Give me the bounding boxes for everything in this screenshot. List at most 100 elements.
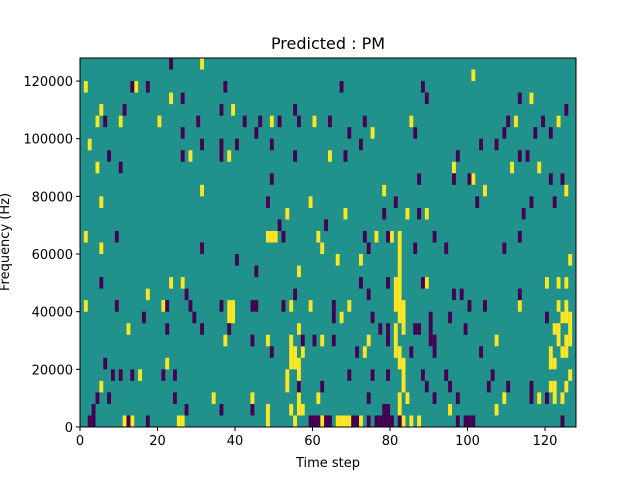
heatmap-cell-low [99, 277, 104, 289]
y-tick-label: 120000 [23, 75, 73, 90]
heatmap-cell-low [545, 311, 549, 324]
heatmap-cell-low [370, 311, 375, 324]
heatmap-cell-low [142, 311, 146, 324]
heatmap-cell-low [328, 115, 332, 128]
heatmap-cell-high [269, 230, 274, 243]
heatmap-cell-high [548, 380, 553, 393]
heatmap-cell-high [556, 115, 561, 128]
heatmap-cell-high [316, 392, 321, 404]
heatmap-cell-low [421, 369, 425, 381]
heatmap-cell-low [413, 242, 418, 255]
heatmap-cell-low [521, 207, 526, 220]
heatmap-cell-low [114, 230, 119, 243]
heatmap-cell-high [359, 415, 363, 427]
heatmap-cell-high [87, 138, 92, 151]
x-tick-label: 120 [533, 434, 558, 449]
heatmap-cell-low [424, 380, 429, 393]
heatmap-cell-low [397, 415, 402, 427]
heatmap-cell-low [242, 115, 247, 128]
heatmap-cell-high [560, 311, 565, 324]
heatmap-cell-high [548, 346, 553, 370]
heatmap-cell-low [184, 288, 189, 301]
heatmap-cell-low [502, 127, 507, 139]
heatmap-cell-low [331, 300, 336, 312]
heatmap-cell-low [428, 311, 433, 324]
heatmap-cell-high [405, 392, 410, 404]
x-tick-label: 0 [76, 434, 84, 449]
heatmap-cell-low [517, 288, 522, 301]
heatmap-cell-high [556, 323, 561, 347]
heatmap-cell-high [409, 415, 414, 427]
heatmap-cell-high [393, 323, 398, 358]
heatmap-cell-high [297, 380, 301, 416]
x-tick-label: 20 [149, 434, 166, 449]
heatmap-cell-low [432, 334, 437, 358]
y-tick-label: 0 [65, 421, 73, 436]
heatmap-cell-low [331, 311, 336, 324]
heatmap-cell-low [118, 369, 123, 381]
heatmap-cell-low [269, 138, 274, 151]
heatmap-cell-low [475, 196, 480, 208]
heatmap-cell-low [366, 242, 371, 255]
heatmap-cell-low [130, 369, 135, 381]
heatmap-cell-low [122, 104, 127, 116]
y-tick-label: 60000 [32, 248, 73, 263]
heatmap-cell-low [545, 392, 549, 404]
heatmap-cell-high [564, 300, 569, 324]
heatmap-cell-low [517, 150, 522, 162]
heatmap-cell-low [370, 369, 375, 381]
heatmap-cell-low [459, 288, 464, 301]
heatmap-cell-low [347, 127, 352, 139]
heatmap-cell-low [130, 81, 135, 93]
heatmap-cell-high [95, 115, 100, 128]
heatmap-cell-low [467, 300, 472, 312]
heatmap-cell-high [231, 104, 236, 116]
heatmap-cell-low [529, 392, 534, 404]
heatmap-cell-high [390, 230, 394, 243]
heatmap-cell-high [285, 207, 290, 220]
heatmap-cell-low [560, 415, 565, 427]
heatmap-cell-high [417, 415, 422, 427]
heatmap-cell-low [560, 173, 565, 185]
heatmap-cell-high [397, 288, 402, 324]
heatmap-cell-low [254, 300, 259, 312]
heatmap-background [80, 58, 576, 427]
heatmap-cell-low [188, 300, 193, 312]
heatmap-cell-high [401, 300, 406, 335]
heatmap-cell-high [188, 150, 193, 162]
heatmap-cell-low [281, 230, 286, 243]
heatmap-cell-low [386, 334, 391, 347]
heatmap-cell-high [424, 277, 429, 289]
heatmap-cell-high [99, 380, 104, 393]
heatmap-cell-low [219, 138, 224, 151]
chart-title: Predicted : PM [271, 34, 385, 53]
heatmap-cell-high [300, 346, 305, 358]
heatmap-cell-low [300, 334, 305, 347]
heatmap-cell-high [545, 277, 549, 289]
heatmap-cell-high [335, 254, 340, 266]
heatmap-cell-high [328, 150, 332, 162]
heatmap-cell-high [568, 254, 573, 266]
heatmap-cell-high [564, 184, 569, 197]
heatmap-cell-high [370, 127, 375, 139]
heatmap-cell-low [254, 265, 259, 278]
heatmap-cell-low [312, 334, 317, 347]
heatmap-cell-high [401, 415, 406, 427]
heatmap-cell-high [537, 161, 542, 174]
heatmap-cell-high [289, 334, 294, 370]
heatmap-cell-high [95, 161, 100, 174]
heatmap-cell-low [107, 150, 112, 162]
heatmap-cell-high [273, 230, 278, 243]
heatmap-cell-high [169, 277, 174, 289]
heatmap-cell-low [517, 92, 522, 105]
heatmap-cell-low [386, 403, 391, 427]
heatmap-cell-low [467, 415, 472, 427]
heatmap-cell-high [99, 242, 104, 255]
heatmap-cell-low [386, 323, 391, 335]
heatmap-cell-high [494, 334, 499, 347]
heatmap-cell-low [293, 150, 298, 162]
y-tick-label: 100000 [23, 133, 73, 148]
heatmap-cell-low [269, 346, 274, 358]
heatmap-cell-low [324, 415, 329, 427]
heatmap-cell-low [421, 81, 425, 93]
